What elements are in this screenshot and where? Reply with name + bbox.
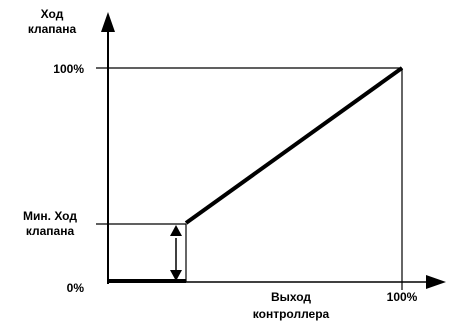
x-axis-title-line1: Выход bbox=[271, 290, 311, 304]
x-axis-arrowhead bbox=[426, 275, 446, 289]
y-axis-arrowhead bbox=[101, 12, 115, 32]
curve-linear-segment bbox=[184, 66, 404, 225]
min-travel-arrow-down bbox=[170, 270, 182, 281]
x-axis-title-line2: контроллера bbox=[253, 307, 330, 321]
min-travel-label-line2: клапана bbox=[26, 224, 75, 238]
y-0-label: 0% bbox=[67, 281, 85, 295]
min-travel-label-line1: Мин. Ход bbox=[23, 209, 77, 223]
x-100-label: 100% bbox=[387, 290, 418, 304]
y-axis-title-line2: клапана bbox=[28, 22, 77, 36]
y-100-label: 100% bbox=[53, 62, 84, 76]
y-axis-title-line1: Ход bbox=[41, 7, 64, 21]
min-travel-arrow-up bbox=[170, 225, 182, 236]
